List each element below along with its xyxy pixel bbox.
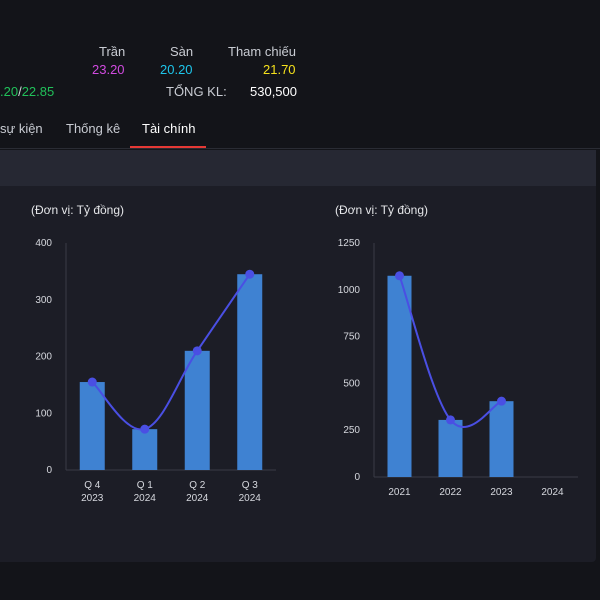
chart1-line-point: [497, 396, 506, 406]
chart1-bar: [438, 419, 463, 477]
chart0-y-tick-label: 200: [35, 352, 52, 363]
chart0-x-tick-label: 2023: [81, 493, 104, 504]
ceiling-label: Trần: [99, 44, 126, 59]
ceiling-value: 23.20: [92, 62, 125, 77]
chart0-x-tick-label: 2024: [239, 493, 262, 504]
chart0-y-tick-label: 400: [35, 238, 52, 249]
chart0-line: [91, 273, 251, 431]
price-range-separator: /: [18, 84, 22, 99]
footer-strip: [0, 562, 600, 600]
chart1-y-tick-label: 750: [343, 332, 360, 343]
chart0-x-tick-label: 2024: [134, 493, 157, 504]
panel-header: [0, 150, 596, 186]
chart1-bar: [489, 401, 514, 477]
chart1-line-point: [395, 271, 404, 281]
chart1-y-tick-label: 1000: [338, 285, 361, 296]
financial-panel: (Đơn vị: Tỷ đồng) (Đơn vị: Tỷ đồng): [0, 150, 596, 562]
floor-label: Sàn: [170, 44, 194, 59]
active-tab-indicator: [130, 146, 206, 148]
price-range: .20/22.85: [0, 84, 54, 99]
chart0-x-tick-label: Q 3: [242, 480, 259, 491]
tab-events[interactable]: sự kiện: [0, 121, 43, 136]
chart0-bar: [237, 274, 263, 470]
reference-value: 21.70: [263, 62, 296, 77]
chart0-bar: [79, 382, 105, 470]
chart1-x-tick-label: 2024: [541, 487, 564, 498]
tab-bar: sự kiện Thống kê Tài chính: [0, 108, 600, 149]
chart0-line-point: [140, 424, 150, 434]
chart1-x-tick-label: 2021: [388, 487, 411, 498]
chart0-x-tick-label: Q 2: [189, 480, 206, 491]
chart0-y-tick-label: 100: [35, 408, 52, 419]
tab-financials[interactable]: Tài chính: [142, 121, 196, 136]
reference-label: Tham chiếu: [228, 44, 296, 59]
chart0-bar: [184, 350, 210, 470]
unit-label-yearly: (Đơn vị: Tỷ đồng): [335, 203, 429, 217]
chart0-bar: [132, 429, 158, 470]
price-range-low: .20: [0, 84, 19, 99]
chart1-y-tick-label: 500: [343, 378, 360, 389]
unit-label-quarterly: (Đơn vị: Tỷ đồng): [31, 203, 125, 217]
chart1-bar: [387, 275, 412, 477]
chart0-line-point: [245, 269, 255, 279]
price-range-high: 22.85: [21, 84, 55, 99]
tab-statistics[interactable]: Thống kê: [66, 121, 121, 136]
chart0-x-tick-label: Q 1: [137, 480, 154, 491]
chart0-y-tick-label: 0: [46, 465, 52, 476]
chart0-y-tick-label: 300: [35, 295, 52, 306]
floor-value: 20.20: [160, 62, 193, 77]
chart1-y-tick-label: 0: [354, 472, 360, 483]
chart1-line-point: [446, 415, 455, 425]
chart0-line-point: [192, 346, 202, 356]
chart0-x-tick-label: Q 4: [84, 480, 101, 491]
chart1-y-tick-label: 250: [343, 425, 360, 436]
chart0-line-point: [87, 377, 97, 387]
chart1-x-tick-label: 2023: [490, 487, 513, 498]
total-volume-value: 530,500: [250, 84, 297, 99]
chart1-y-tick-label: 1250: [338, 238, 361, 249]
chart1-line: [398, 275, 502, 428]
chart0-x-tick-label: 2024: [186, 493, 209, 504]
total-volume-label: TỔNG KL:: [166, 84, 227, 99]
chart1-x-tick-label: 2022: [439, 487, 462, 498]
